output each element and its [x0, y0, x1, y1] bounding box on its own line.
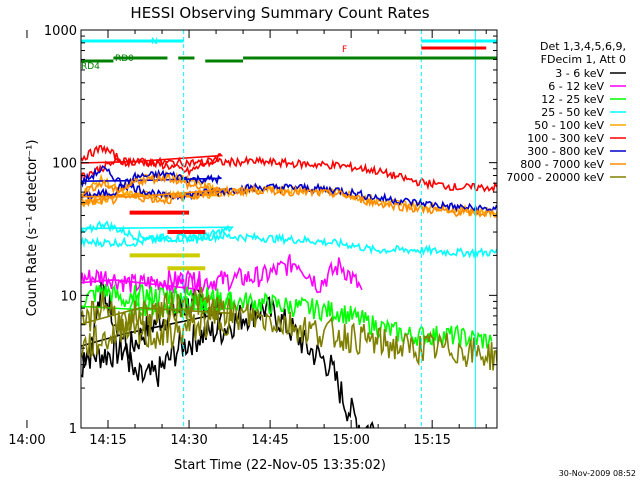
legend-label: 6 - 12 keV	[548, 80, 604, 93]
legend-label: 3 - 6 keV	[555, 67, 604, 80]
series-line	[81, 254, 363, 297]
legend-label: 300 - 800 keV	[527, 145, 604, 158]
x-tick-label: 14:15	[89, 433, 126, 448]
chart-title: HESSI Observing Summary Count Rates	[130, 4, 429, 22]
x-tick-label: 14:30	[170, 433, 207, 448]
plot-frame	[80, 29, 498, 429]
flag-label: F	[342, 45, 347, 55]
flag-label: N	[151, 37, 158, 47]
plot-area: N F RD0 RD4	[80, 30, 497, 428]
x-tick-label: 14:45	[251, 433, 288, 448]
legend-header: Det 1,3,4,5,6,9,	[540, 40, 626, 53]
y-axis-label: Count Rate (s⁻¹ detector⁻¹)	[25, 140, 40, 317]
y-tick-label: 1000	[44, 24, 77, 39]
legend: Det 1,3,4,5,6,9,FDecim 1, Att 03 - 6 keV…	[506, 40, 626, 184]
legend-label: 100 - 300 keV	[527, 132, 604, 145]
legend-header: FDecim 1, Att 0	[541, 53, 626, 66]
x-tick-label: 15:15	[413, 433, 450, 448]
flag-label: RD0	[115, 54, 134, 64]
series-line	[81, 144, 497, 194]
x-tick-label: 14:00	[8, 433, 45, 448]
legend-label: 7000 - 20000 keV	[506, 171, 604, 184]
series-line	[81, 286, 497, 371]
x-tick-label: 15:00	[332, 433, 369, 448]
axes: 110100100013:4514:0014:1514:3014:4515:00…	[8, 24, 498, 448]
legend-label: 50 - 100 keV	[534, 119, 604, 132]
series-line	[81, 172, 497, 218]
y-tick-label: 1	[69, 422, 77, 437]
legend-label: 800 - 7000 keV	[520, 158, 604, 171]
y-tick-label: 100	[52, 157, 77, 172]
y-tick-label: 10	[60, 289, 77, 304]
legend-label: 12 - 25 keV	[541, 93, 604, 106]
footer-timestamp: 30-Nov-2009 08:52	[559, 469, 636, 478]
series-line	[81, 220, 497, 260]
x-axis-label: Start Time (22-Nov-05 13:35:02)	[174, 458, 386, 473]
legend-label: 25 - 50 keV	[541, 106, 604, 119]
flag-label: RD4	[81, 62, 100, 72]
